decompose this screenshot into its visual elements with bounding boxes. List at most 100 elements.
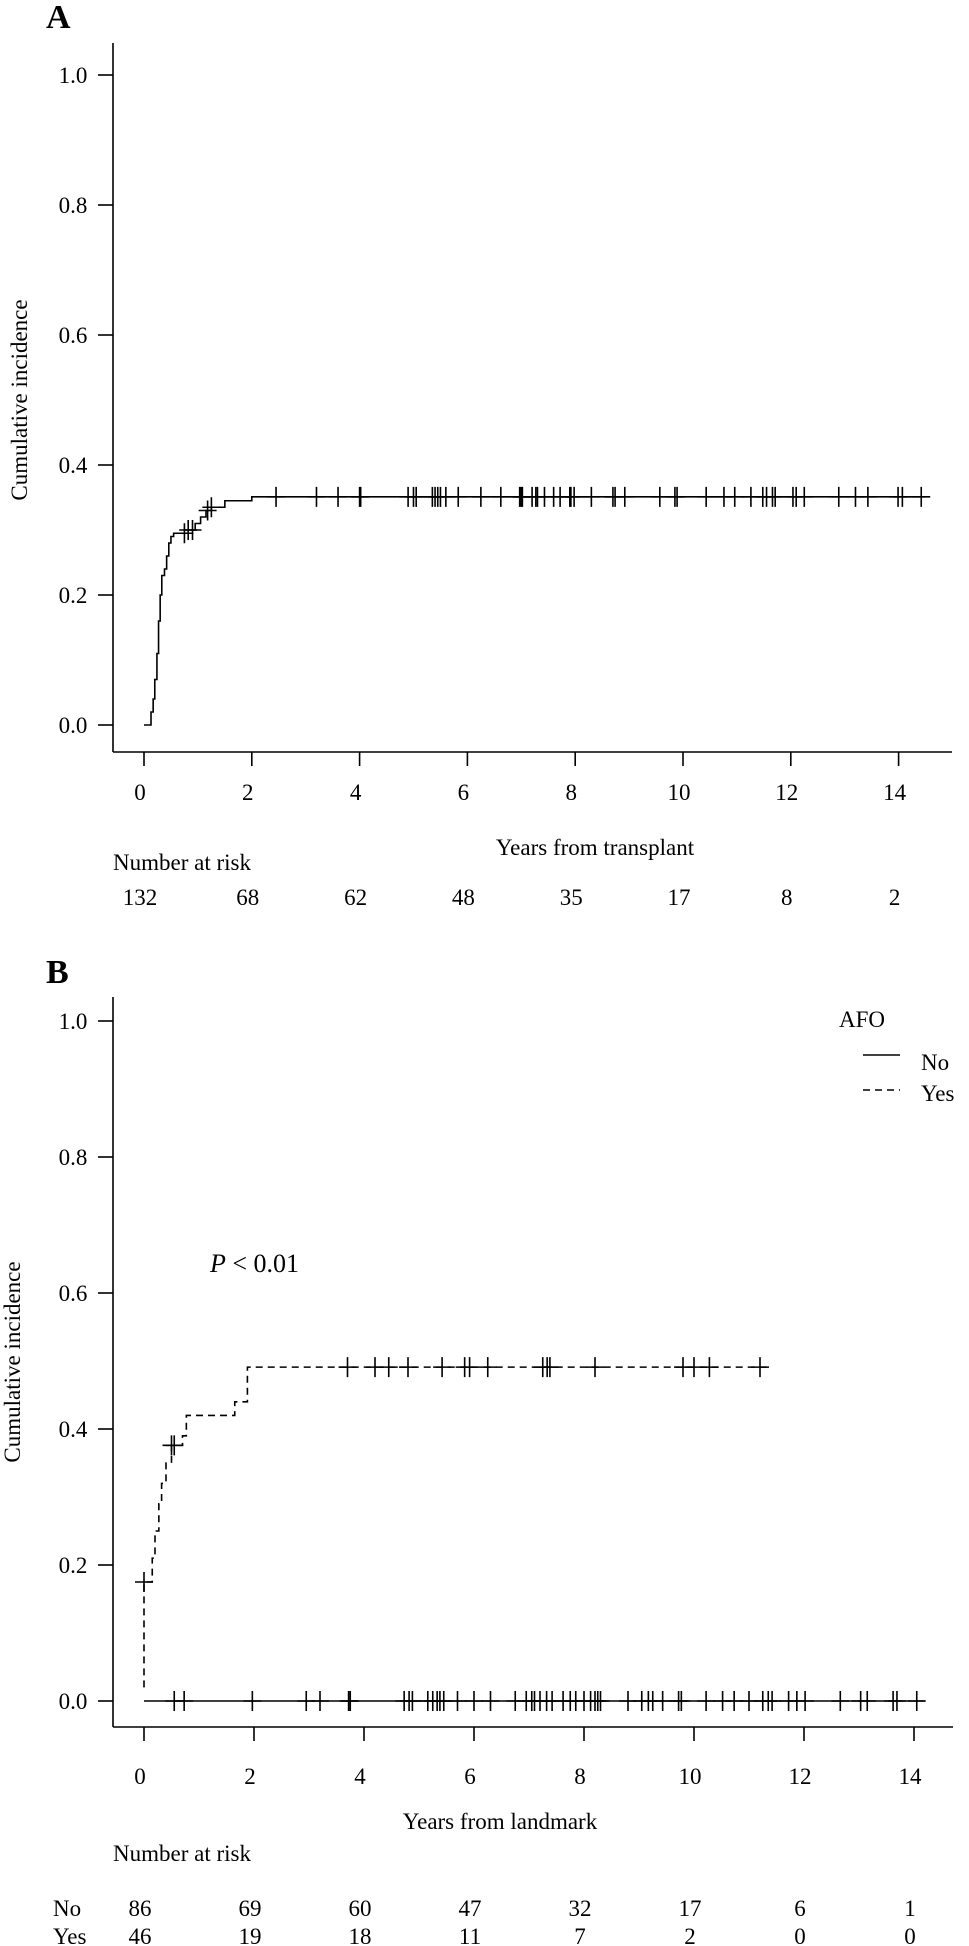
panel-a: A Cumulative incidence 0.0 0.2 0.4 0.6 0.8 1.… — [7, 0, 952, 910]
panel-b-risk-value: 1 — [904, 1896, 916, 1921]
legend-label-no: No — [921, 1050, 949, 1075]
panel-a-risk-value: 48 — [452, 885, 475, 910]
panel-a-x-axis-title: Years from transplant — [496, 835, 695, 860]
panel-a-risk-value: 17 — [668, 885, 691, 910]
panel-b-label: B — [46, 954, 69, 991]
panel-b-x-tick-label: 0 — [134, 1764, 146, 1789]
panel-a-series-all-censor-mark — [766, 486, 785, 507]
panel-b-series-no-censor-mark — [311, 1691, 329, 1711]
panel-b-risk-value: 69 — [239, 1896, 262, 1921]
panel-b-risk-value: 17 — [679, 1896, 702, 1921]
panel-a-y-tick-label: 1.0 — [59, 63, 88, 88]
panel-b-risk-value: 0 — [794, 1924, 806, 1946]
panel-a-x-tick-label: 12 — [775, 780, 798, 805]
panel-b-series-yes-censor-mark — [751, 1357, 769, 1378]
panel-b-x-tick-label: 12 — [789, 1764, 812, 1789]
panel-a-x-tick-label: 6 — [458, 780, 470, 805]
panel-b-series-no-censor-mark — [653, 1691, 672, 1711]
panel-b-risk-title: Number at risk — [113, 1841, 251, 1866]
panel-a-series-all-censor-mark — [615, 486, 634, 507]
panel-b-x-tick-label: 2 — [244, 1764, 256, 1789]
panel-b-series — [135, 1357, 926, 1711]
panel-b: B Cumulative incidence 0.0 0.2 0.4 0.6 0.8 1.… — [0, 954, 955, 1946]
panel-b-series-yes-censor-mark — [700, 1357, 719, 1378]
panel-a-label: A — [46, 0, 71, 36]
panel-b-series-no-censor-mark — [448, 1691, 467, 1711]
panel-b-risk-value: 6 — [794, 1896, 806, 1921]
panel-b-series-yes-censor-mark — [379, 1357, 398, 1378]
panel-b-y-tick-label: 0.8 — [59, 1145, 88, 1170]
panel-b-series-no-censor-mark — [175, 1691, 194, 1711]
panel-a-series-all-censor-mark — [407, 486, 426, 507]
panel-b-risk-value: 86 — [129, 1896, 152, 1921]
panel-b-x-axis-title: Years from landmark — [403, 1809, 598, 1834]
panel-b-risk-value: 2 — [684, 1924, 696, 1946]
panel-a-series-all-censor-mark — [582, 486, 601, 507]
panel-a-series-all-censor-mark — [795, 486, 814, 507]
panel-b-series-no-censor-mark — [672, 1691, 691, 1711]
panel-a-series-all-censor-mark — [725, 486, 744, 507]
panel-b-series-yes-censor-mark — [399, 1357, 417, 1378]
panel-b-series-no-censor-mark — [907, 1691, 926, 1711]
panel-a-series-all-censor-mark — [449, 486, 468, 507]
panel-b-series-yes-censor-mark — [338, 1357, 357, 1378]
legend-title: AFO — [839, 1007, 885, 1032]
panel-b-series-no-censor-mark — [465, 1691, 483, 1711]
panel-a-y-tick-label: 0.2 — [59, 583, 88, 608]
panel-b-risk-value: 60 — [349, 1896, 372, 1921]
panel-b-x-tick-label: 6 — [464, 1764, 476, 1789]
panel-b-series-no-censor-mark — [858, 1691, 877, 1711]
panel-b-y-tick-label: 0.4 — [59, 1417, 88, 1442]
panel-b-risk-row-label: No — [53, 1896, 81, 1921]
panel-a-risk-value: 62 — [344, 885, 367, 910]
panel-a-risk-title: Number at risk — [113, 850, 251, 875]
panel-b-risk-value: 19 — [239, 1924, 262, 1946]
panel-b-x-tick-label: 10 — [679, 1764, 702, 1789]
panel-a-series-all-censor-mark — [668, 486, 687, 507]
panel-b-series-yes-censor-mark — [433, 1357, 452, 1378]
panel-b-series-no-censor-mark — [341, 1691, 360, 1711]
panel-a-series-all-line — [144, 496, 926, 726]
panel-a-series-all-censor-mark — [175, 523, 194, 544]
panel-a-series-all-censor-mark — [858, 486, 877, 507]
panel-b-series-yes-censor-mark — [540, 1357, 559, 1378]
panel-b-y-ticks: 0.0 0.2 0.4 0.6 0.8 1.0 — [59, 1009, 113, 1714]
panel-b-risk-row-label: Yes — [53, 1924, 87, 1946]
panel-b-risk-value: 46 — [129, 1924, 152, 1946]
panel-b-series-yes-censor-mark — [135, 1572, 153, 1592]
panel-b-x-tick-label: 14 — [899, 1764, 923, 1789]
p-value-symbol: P — [209, 1249, 226, 1278]
panel-b-risk-value: 11 — [459, 1924, 481, 1946]
panel-a-series — [144, 486, 931, 726]
panel-a-y-ticks: 0.0 0.2 0.4 0.6 0.8 1.0 — [59, 63, 113, 738]
legend: AFO No Yes — [839, 1007, 955, 1106]
panel-a-series-all-censor-mark — [471, 486, 490, 507]
panel-a-risk-value: 8 — [781, 885, 793, 910]
panel-a-series-all-censor-mark — [198, 500, 217, 521]
panel-a-risk-value: 68 — [236, 885, 259, 910]
panel-a-risk-value: 2 — [889, 885, 901, 910]
panel-a-series-all-censor-mark — [565, 486, 584, 507]
panel-b-x-tick-label: 4 — [354, 1764, 366, 1789]
panel-a-y-tick-label: 0.4 — [59, 453, 88, 478]
panel-a-x-tick-label: 2 — [242, 780, 254, 805]
panel-b-risk-value: 18 — [349, 1924, 372, 1946]
panel-b-risk-table: No 86 69 60 47 32 17 6 1 Yes 46 19 18 11 7 2 0 0 — [53, 1896, 916, 1946]
panel-b-series-no-censor-mark — [697, 1691, 716, 1711]
panel-a-risk-value: 132 — [123, 885, 158, 910]
panel-b-y-tick-label: 0.6 — [59, 1281, 88, 1306]
legend-label-yes: Yes — [921, 1081, 955, 1106]
panel-b-series-no-censor-mark — [887, 1691, 906, 1711]
p-value-annotation: P < 0.01 — [209, 1249, 299, 1278]
panel-b-series-yes-censor-mark — [685, 1357, 703, 1378]
panel-a-y-tick-label: 0.6 — [59, 323, 88, 348]
panel-a-series-all-censor-mark — [697, 486, 716, 507]
panel-b-series-no-censor-mark — [831, 1691, 850, 1711]
panel-b-y-axis-title: Cumulative incidence — [0, 1261, 25, 1462]
panel-a-risk-value: 35 — [560, 885, 583, 910]
panel-a-x-tick-label: 10 — [668, 780, 691, 805]
panel-b-risk-value: 32 — [569, 1896, 592, 1921]
panel-b-risk-value: 47 — [459, 1896, 482, 1921]
panel-b-y-tick-label: 0.2 — [59, 1553, 88, 1578]
